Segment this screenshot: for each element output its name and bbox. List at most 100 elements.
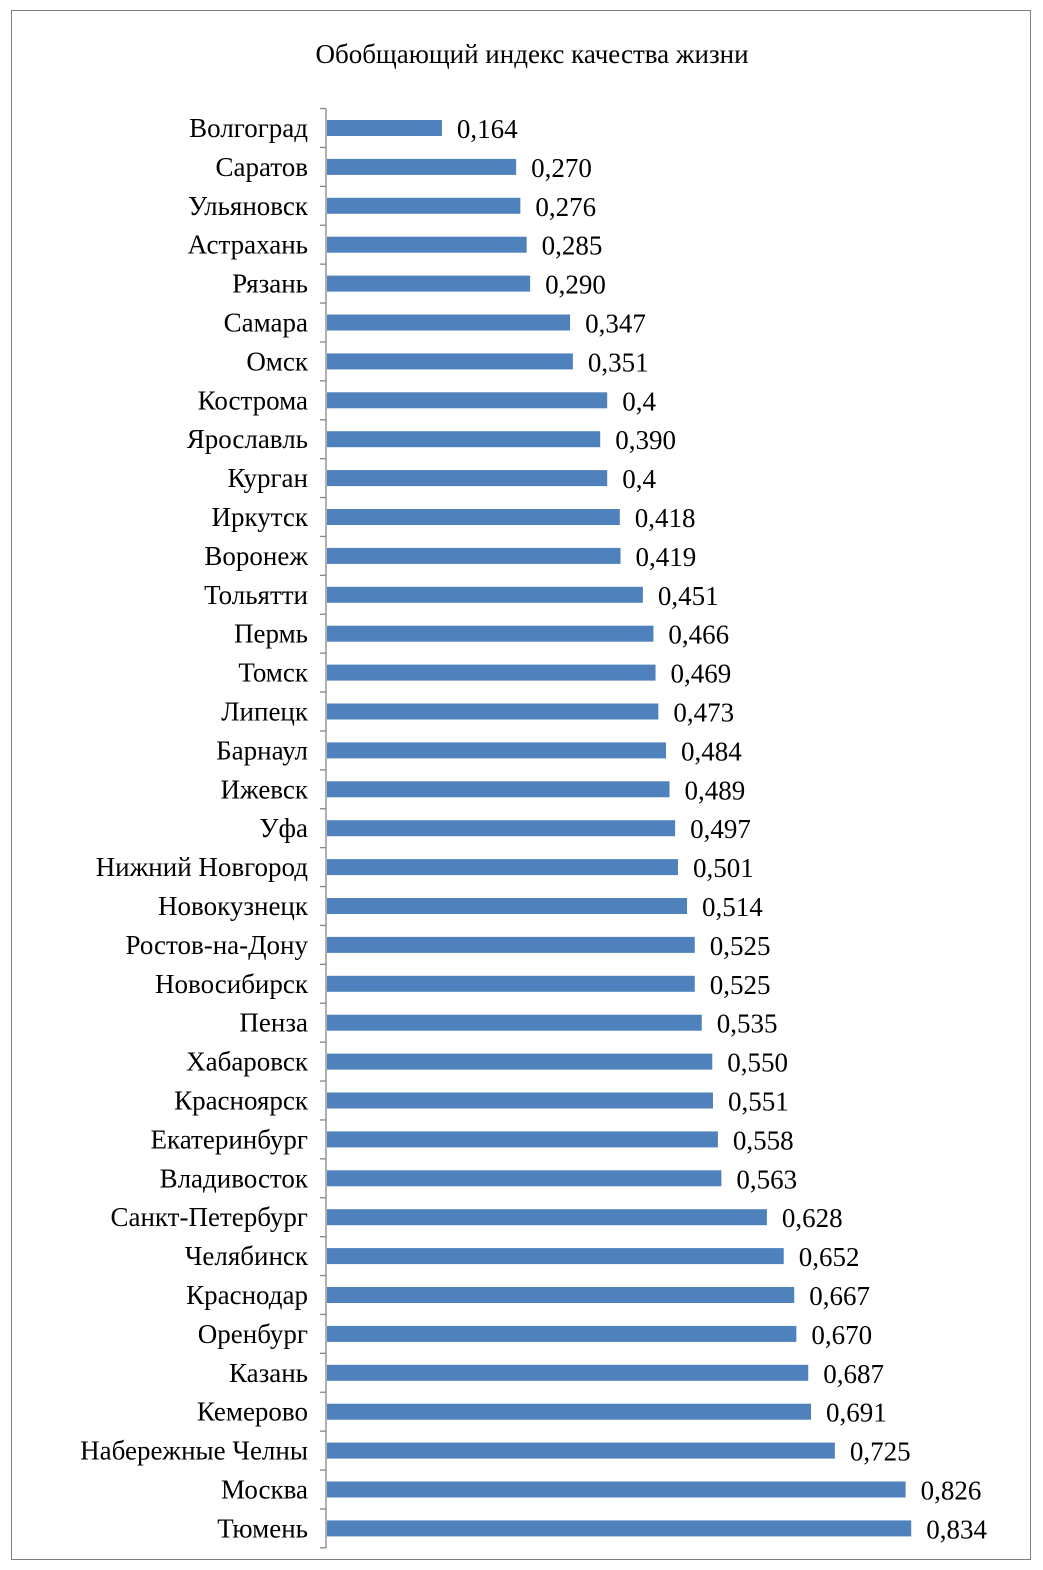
bar	[327, 664, 656, 681]
bar	[327, 1209, 767, 1226]
bar	[327, 1364, 809, 1381]
value-label: 0,525	[710, 970, 771, 1000]
category-label: Пенза	[239, 1008, 308, 1038]
category-label: Санкт-Петербург	[110, 1202, 308, 1232]
bar	[327, 586, 643, 603]
value-label: 0,525	[710, 931, 771, 961]
value-label: 0,667	[809, 1281, 870, 1311]
category-label: Хабаровск	[186, 1047, 309, 1077]
category-label: Екатеринбург	[151, 1124, 308, 1154]
category-label: Новосибирск	[155, 969, 309, 999]
bar	[327, 353, 573, 370]
value-label: 0,270	[531, 153, 592, 183]
bar	[327, 1520, 912, 1537]
value-label: 0,473	[673, 698, 734, 728]
category-label: Волгоград	[189, 113, 308, 143]
category-label: Краснодар	[186, 1280, 308, 1310]
bar	[327, 158, 517, 175]
value-label: 0,535	[717, 1009, 778, 1039]
category-label: Оренбург	[198, 1319, 308, 1349]
category-label: Барнаул	[216, 735, 308, 765]
category-label: Астрахань	[188, 230, 308, 260]
category-label: Курган	[228, 463, 309, 493]
category-label: Ростов-на-Дону	[126, 930, 309, 960]
bar	[327, 742, 667, 759]
category-label: Ульяновск	[188, 191, 309, 221]
category-label: Москва	[221, 1475, 308, 1505]
bar	[327, 120, 442, 136]
bar	[327, 392, 608, 409]
category-label: Набережные Челны	[80, 1436, 308, 1466]
value-label: 0,691	[826, 1398, 887, 1428]
value-label: 0,652	[799, 1242, 860, 1272]
category-label: Тюмень	[217, 1513, 308, 1543]
value-label: 0,826	[921, 1476, 982, 1506]
category-label: Пермь	[234, 619, 308, 649]
chart-frame: Обобщающий индекс качества жизни Волгогр…	[11, 10, 1031, 1560]
value-label: 0,4	[622, 464, 656, 494]
value-label: 0,497	[690, 814, 751, 844]
category-label: Нижний Новгород	[96, 852, 309, 882]
bar	[327, 859, 678, 876]
category-label: Красноярск	[174, 1086, 309, 1116]
bar-chart: Обобщающий индекс качества жизни Волгогр…	[80, 39, 987, 1549]
value-label: 0,164	[457, 114, 518, 144]
category-label: Кострома	[198, 385, 308, 415]
value-label: 0,501	[693, 853, 754, 883]
bar	[327, 1481, 906, 1498]
bar	[327, 1248, 784, 1265]
value-label: 0,418	[635, 503, 696, 533]
category-label: Владивосток	[160, 1163, 309, 1193]
value-label: 0,4	[622, 386, 656, 416]
bar	[327, 975, 695, 992]
value-label: 0,466	[668, 620, 729, 650]
category-label: Томск	[238, 658, 309, 688]
bar	[327, 547, 621, 564]
value-label: 0,419	[636, 542, 697, 572]
category-label: Казань	[229, 1358, 308, 1388]
category-label: Уфа	[259, 813, 308, 843]
value-label: 0,351	[588, 347, 649, 377]
bar	[327, 1442, 835, 1459]
bar	[327, 275, 531, 292]
bar	[327, 1287, 795, 1303]
value-label: 0,489	[685, 775, 746, 805]
category-label: Самара	[224, 308, 308, 338]
bar	[327, 781, 670, 798]
bar	[327, 197, 521, 214]
bar	[327, 625, 654, 642]
value-label: 0,834	[926, 1514, 987, 1544]
value-label: 0,290	[545, 270, 606, 300]
value-label: 0,514	[702, 892, 763, 922]
bar	[327, 236, 527, 253]
value-label: 0,550	[727, 1048, 788, 1078]
category-label: Воронеж	[204, 541, 308, 571]
category-label: Новокузнецк	[158, 891, 309, 921]
category-axis	[320, 107, 327, 1549]
value-label: 0,285	[542, 231, 603, 261]
value-label: 0,276	[535, 192, 596, 222]
bar	[327, 1014, 702, 1031]
category-label: Иркутск	[212, 502, 309, 532]
bar	[327, 1092, 713, 1109]
value-label: 0,687	[823, 1359, 884, 1389]
value-label: 0,347	[585, 309, 646, 339]
category-label: Липецк	[221, 697, 309, 727]
bar	[327, 1325, 797, 1342]
bar	[327, 703, 659, 720]
value-label: 0,551	[728, 1087, 789, 1117]
bar	[327, 1053, 713, 1070]
bar	[327, 1403, 812, 1420]
bar	[327, 820, 676, 837]
value-label: 0,628	[782, 1203, 843, 1233]
category-labels: Волгоград Саратов Ульяновск Астрахань Рязань…	[80, 113, 309, 1543]
category-label: Тольятти	[204, 580, 308, 610]
bar	[327, 314, 571, 331]
category-label: Кемерово	[197, 1397, 308, 1427]
bar	[327, 936, 695, 953]
value-label: 0,484	[681, 736, 742, 766]
bar	[327, 470, 608, 487]
category-label: Ижевск	[221, 774, 309, 804]
value-label: 0,451	[658, 581, 719, 611]
value-label: 0,563	[736, 1164, 797, 1194]
